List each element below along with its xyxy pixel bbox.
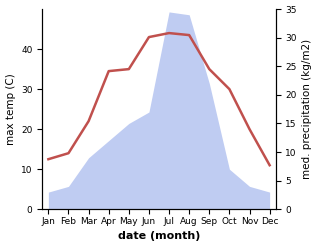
- Y-axis label: med. precipitation (kg/m2): med. precipitation (kg/m2): [302, 39, 313, 179]
- Y-axis label: max temp (C): max temp (C): [5, 73, 16, 145]
- X-axis label: date (month): date (month): [118, 231, 200, 242]
